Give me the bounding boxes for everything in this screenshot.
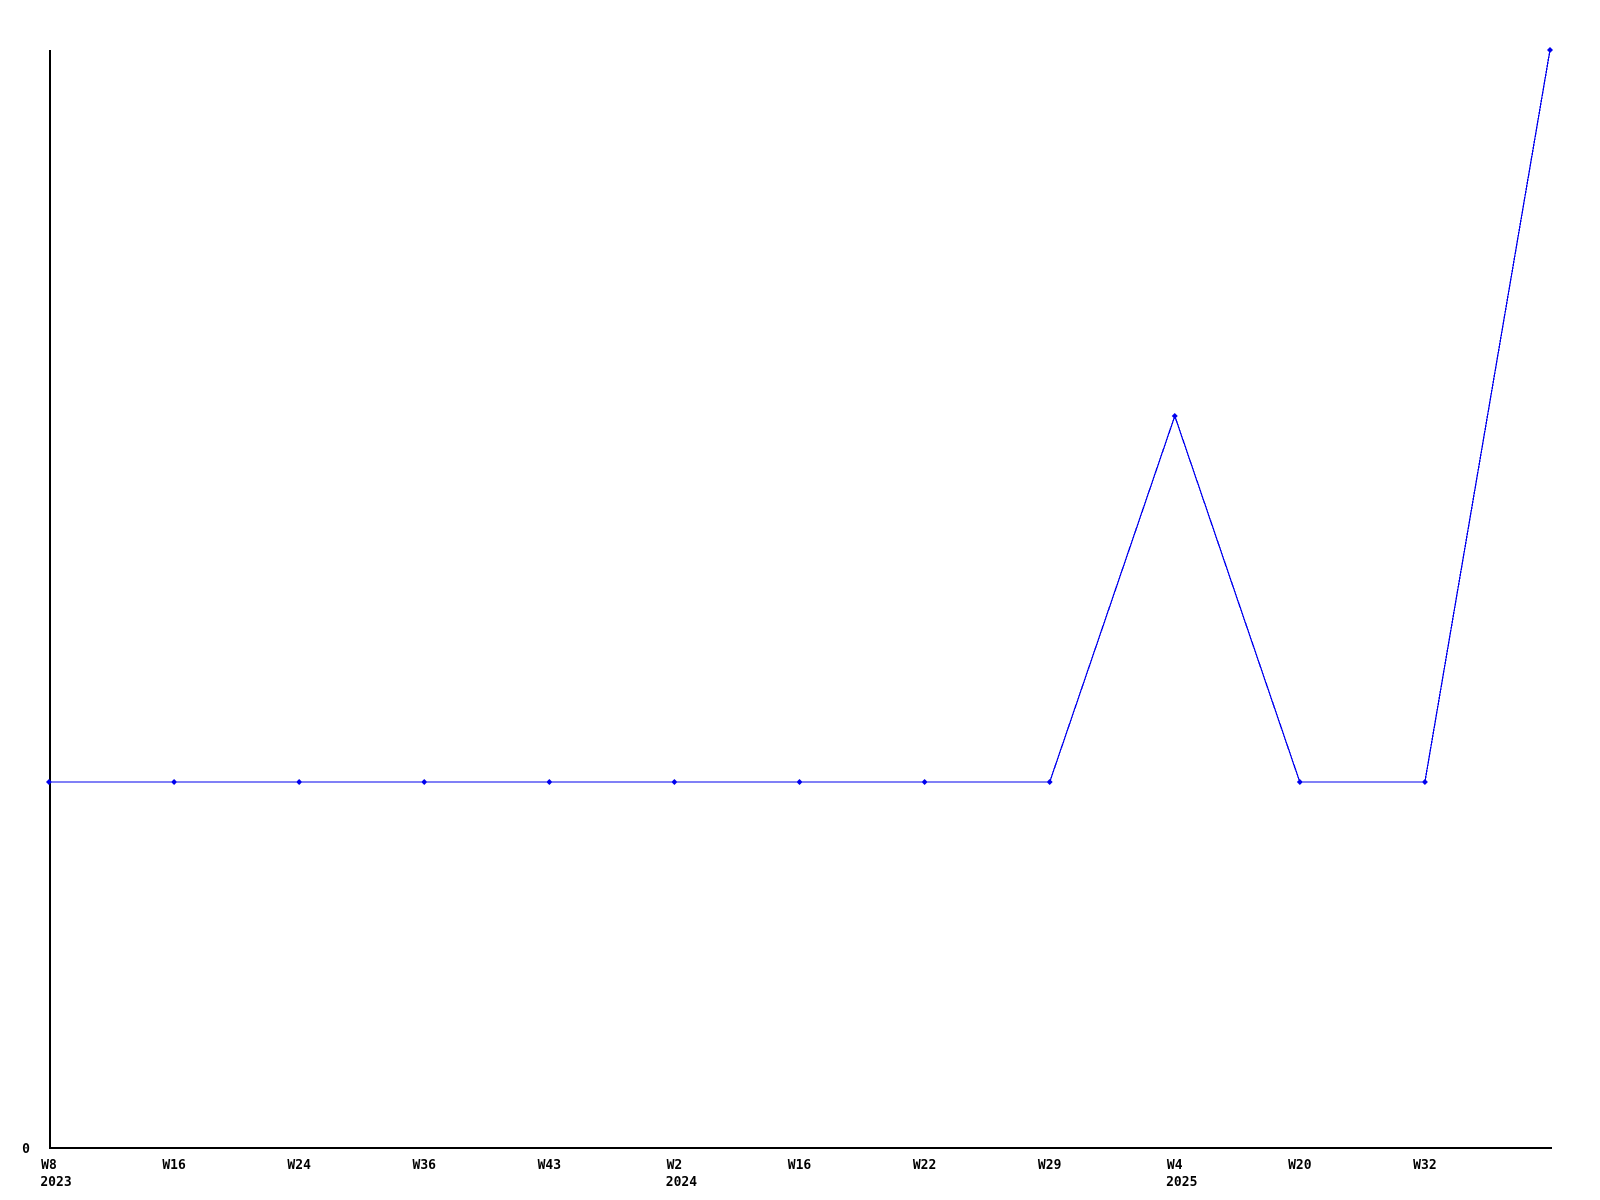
x-tick-label-week: W4 [1167,1158,1183,1173]
x-tick-label-week: W29 [1038,1158,1061,1173]
x-tick-label-week: W36 [413,1158,437,1173]
data-point-marker [46,779,52,785]
data-point-marker [921,779,928,785]
x-tick-label-week: W24 [287,1158,311,1173]
data-point-marker [1046,779,1053,785]
y-tick-label: 0 [22,1142,30,1157]
data-point-marker [421,779,428,785]
data-point-marker [546,779,553,785]
data-point-marker [1171,413,1178,419]
data-point-marker [1421,779,1428,785]
x-tick-label-week: W8 [41,1158,57,1173]
x-tick-label-week: W22 [913,1158,936,1173]
data-point-marker [671,779,678,785]
data-point-marker [796,779,803,785]
data-point-marker [1296,779,1303,785]
data-point-marker [1547,47,1553,53]
x-tick-label-year: 2023 [40,1175,71,1190]
x-tick-label-week: W20 [1288,1158,1312,1173]
x-tick-label-week: W16 [162,1158,186,1173]
data-line [49,49,1551,783]
data-point-marker [171,779,178,785]
x-tick-label-year: 2025 [1166,1175,1197,1190]
x-tick-label-year: 2024 [666,1175,697,1190]
x-tick-label-week: W32 [1413,1158,1436,1173]
x-tick-label-week: W2 [667,1158,683,1173]
data-point-marker [296,779,303,785]
x-tick-label-week: W43 [538,1158,561,1173]
x-tick-label-week: W16 [788,1158,812,1173]
